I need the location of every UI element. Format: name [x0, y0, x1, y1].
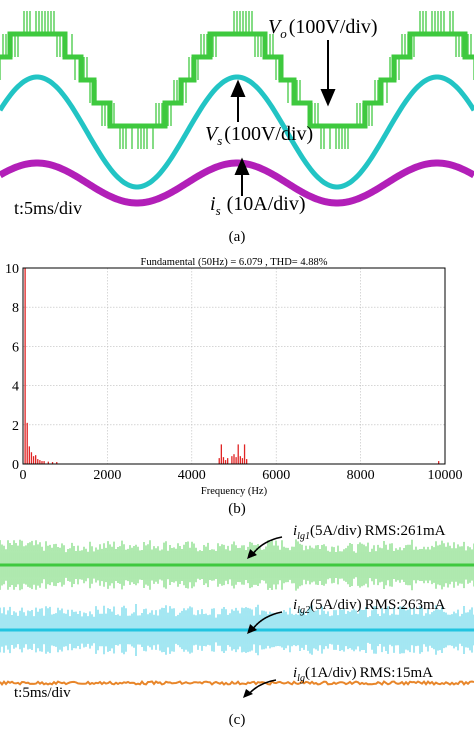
panel-a-timebase: t:5ms/div [14, 198, 82, 218]
ilg2-label: ilg2(5A/div) RMS:263mA [293, 597, 446, 616]
plot-frame [22, 267, 446, 465]
annotation-arrows [230, 40, 336, 196]
panel-a-oscilloscope: Vo (100V/div) Vs (100V/div) is (10A/div) t:… [0, 0, 474, 222]
caption-c: (c) [228, 712, 246, 728]
vo-switching-spikes [0, 11, 474, 149]
spectrum-chart: 0 2000 4000 6000 8000 10000 0 2 4 6 8 10 Fundamenta… [5, 257, 463, 497]
caption-a: (a) [228, 229, 246, 245]
ilg1-label: ilg1(5A/div) RMS:261mA [293, 525, 446, 542]
ilg-label: ilg(1A/div) RMS:15mA [293, 665, 433, 684]
ilg2-waveform [0, 604, 474, 656]
panel-c-timebase: t:5ms/div [14, 685, 71, 701]
vs-waveform [0, 74, 474, 190]
x-tick-label: 6000 [262, 468, 290, 483]
y-tick-label: 8 [12, 301, 19, 316]
y-tick-label: 4 [12, 380, 19, 395]
panel-c-oscilloscope: ilg1(5A/div) RMS:261mA ilg2(5A/div) RMS:26… [0, 523, 474, 701]
ilg1-waveform [0, 539, 474, 591]
y-tick-label: 2 [12, 419, 19, 434]
x-tick-label: 0 [20, 468, 27, 483]
panel-a-waveforms: Vo (100V/div) Vs (100V/div) is (10A/div) t:… [0, 0, 474, 222]
x-tick-label: 10000 [428, 468, 463, 483]
x-tick-label: 2000 [93, 468, 121, 483]
ilg-waveform [0, 679, 474, 687]
axis-ticks: 0 2000 4000 6000 8000 10000 0 2 4 6 8 10 [5, 262, 463, 483]
caption-b: (b) [228, 501, 246, 517]
y-tick-label: 10 [5, 262, 19, 277]
x-axis-label: Frequency (Hz) [201, 486, 268, 497]
x-tick-label: 8000 [347, 468, 375, 483]
vs-label: Vs (100V/div) [205, 123, 313, 148]
y-tick-label: 0 [12, 458, 19, 473]
chart-grid [22, 267, 446, 465]
vo-waveform [0, 11, 474, 149]
chart-title: Fundamental (50Hz) = 6.079 , THD= 4.88% [141, 257, 328, 268]
panel-c-waveforms: ilg1(5A/div) RMS:261mA ilg2(5A/div) RMS:26… [0, 523, 474, 701]
is-label: is (10A/div) [210, 193, 306, 218]
is-waveform [0, 159, 474, 207]
y-tick-label: 6 [12, 340, 19, 355]
vo-label: Vo (100V/div) [268, 16, 378, 41]
panel-b-harmonic-spectrum: 0 2000 4000 6000 8000 10000 0 2 4 6 8 10 Fundamenta… [0, 250, 474, 506]
ilg-trace [0, 679, 474, 687]
x-tick-label: 4000 [178, 468, 206, 483]
chart-bars [24, 268, 440, 464]
